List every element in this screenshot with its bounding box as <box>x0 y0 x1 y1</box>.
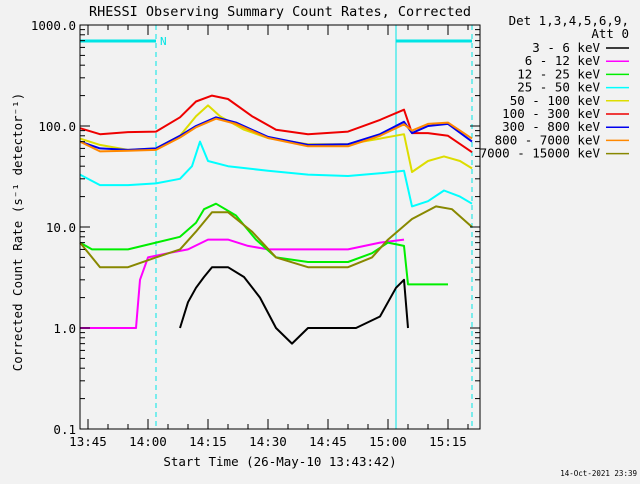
x-tick-label-1: 14:00 <box>129 434 167 449</box>
y-tick-label-2: 10.0 <box>46 220 76 235</box>
x-tick-label-0: 13:45 <box>69 434 107 449</box>
y-tick-label-0: 0.1 <box>53 422 76 437</box>
legend-header-line-2: Att 0 <box>591 26 629 41</box>
series-line-5 <box>79 94 473 154</box>
chart-title: RHESSI Observing Summary Count Rates, Co… <box>89 4 471 20</box>
x-axis-label: Start Time (26-May-10 13:43:42) <box>163 454 396 469</box>
x-tick-label-5: 15:00 <box>369 434 407 449</box>
series-line-1 <box>80 238 405 329</box>
legend-label-6: 300 - 800 keV <box>502 119 600 134</box>
series-line-0 <box>179 266 409 345</box>
legend-label-8: 7000 - 15000 keV <box>480 146 601 161</box>
series-line-7 <box>79 117 473 153</box>
x-tick-label-6: 15:15 <box>429 434 467 449</box>
legend-header-line-1: Det 1,3,4,5,6,9, <box>509 13 629 28</box>
legend-label-3: 25 - 50 keV <box>517 80 600 95</box>
legend-label-2: 12 - 25 keV <box>517 66 600 81</box>
footer-date: 14-Oct-2021 23:39 <box>560 469 637 478</box>
legend-label-0: 3 - 6 keV <box>532 40 600 55</box>
legend-label-7: 800 - 7000 keV <box>495 132 601 147</box>
legend-label-4: 50 - 100 keV <box>510 93 601 108</box>
x-tick-label-2: 14:15 <box>189 434 227 449</box>
y-tick-label-1: 1.0 <box>53 321 76 336</box>
night-label: N <box>160 35 167 48</box>
series-line-3 <box>79 140 473 208</box>
x-tick-label-3: 14:30 <box>249 434 287 449</box>
legend-label-5: 100 - 300 keV <box>502 106 600 121</box>
y-tick-label-4: 1000.0 <box>31 18 76 33</box>
series-line-8 <box>79 205 473 269</box>
y-axis-label: Corrected Count Rate (s⁻¹ detector⁻¹) <box>10 93 25 371</box>
legend-label-1: 6 - 12 keV <box>525 53 601 68</box>
x-tick-label-4: 14:45 <box>309 434 347 449</box>
y-tick-label-3: 100.0 <box>38 119 76 134</box>
plot-area: N <box>79 24 481 430</box>
x-axis: 13:45 14:00 14:15 14:30 14:45 15:00 15:15 <box>69 25 469 449</box>
y-axis: 0.1 1.0 10.0 100.0 1000.0 <box>31 18 480 437</box>
series-line-6 <box>79 116 473 151</box>
